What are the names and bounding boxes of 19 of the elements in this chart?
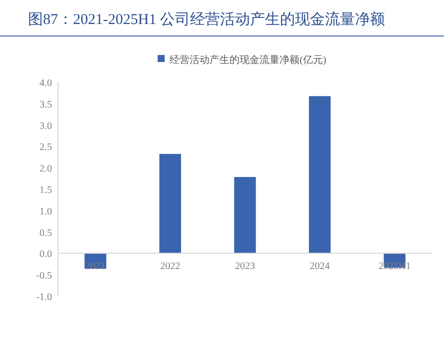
y-tick-label: 3.0 (40, 120, 52, 132)
legend-label: 经营活动产生的现金流量净额(亿元) (170, 54, 326, 66)
x-tick-label: 2023 (235, 261, 255, 272)
y-tick-label: 3.5 (40, 99, 52, 110)
bar (308, 96, 331, 254)
y-tick-label: -1.0 (36, 292, 52, 303)
y-tick-label: 1.0 (40, 206, 52, 218)
chart-title: 图87：2021-2025H1 公司经营活动产生的现金流量净额 (28, 11, 386, 28)
y-tick-label: 0.5 (40, 228, 52, 239)
bar (159, 154, 182, 254)
y-tick-label: 0.0 (40, 249, 52, 260)
y-tick-label: 2.5 (40, 142, 52, 154)
y-tick-label: 1.5 (40, 185, 52, 196)
y-tick-label: 2.0 (40, 164, 52, 175)
x-tick-label: 2024 (310, 261, 330, 272)
y-tick-label: 4.0 (40, 78, 52, 89)
x-tick-label: 2022 (160, 261, 180, 272)
bar (234, 177, 256, 254)
y-tick-label: -0.5 (36, 270, 52, 282)
